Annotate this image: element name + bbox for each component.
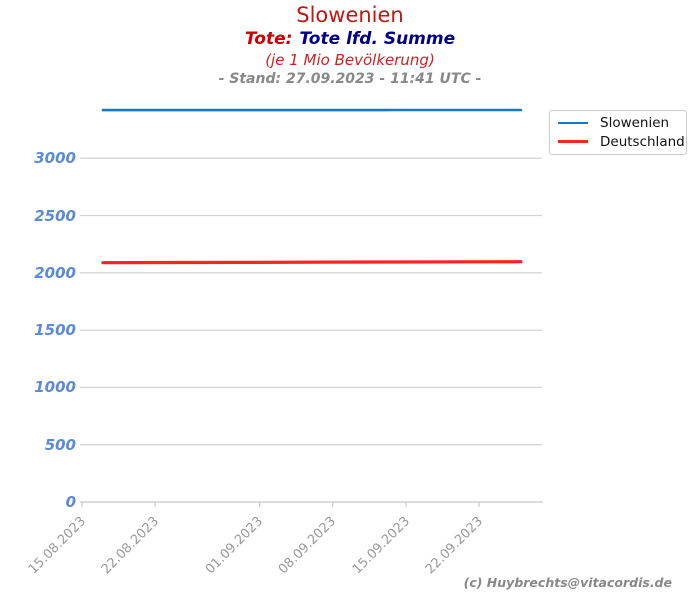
legend-entry: Deutschland xyxy=(558,134,685,150)
unit-note: (je 1 Mio Bevölkerung) xyxy=(265,51,435,69)
y-tick-label: 500 xyxy=(44,435,76,454)
credit-footer: (c) Huybrechts@vitacordis.de xyxy=(463,575,672,590)
y-tick-label: 2500 xyxy=(34,206,76,225)
legend-entry: Slowenien xyxy=(558,115,678,131)
y-tick-label: 1500 xyxy=(34,321,76,340)
y-tick-label: 0 xyxy=(65,493,76,511)
y-tick-label: 3000 xyxy=(34,149,76,168)
legend-line-swatch xyxy=(558,122,588,125)
metric-label: Tote: xyxy=(244,29,293,49)
legend-label: Slowenien xyxy=(600,115,670,132)
series-line-deutschland xyxy=(101,260,523,265)
legend-label: Deutschland xyxy=(600,133,685,150)
metric-name: Tote lfd. Summe xyxy=(299,29,456,49)
chart-title: Slowenien xyxy=(296,3,404,27)
legend: Slowenien Deutschland xyxy=(549,110,687,155)
stand-timestamp: - Stand: 27.09.2023 - 11:41 UTC - xyxy=(218,71,482,87)
chart-subtitle: Tote: Tote lfd. Summe xyxy=(0,28,700,50)
legend-line-swatch xyxy=(558,140,588,144)
chart-header: Slowenien Tote: Tote lfd. Summe (je 1 Mio… xyxy=(0,0,700,89)
y-tick-label: 2000 xyxy=(34,263,76,282)
y-tick-label: 1000 xyxy=(34,378,76,397)
